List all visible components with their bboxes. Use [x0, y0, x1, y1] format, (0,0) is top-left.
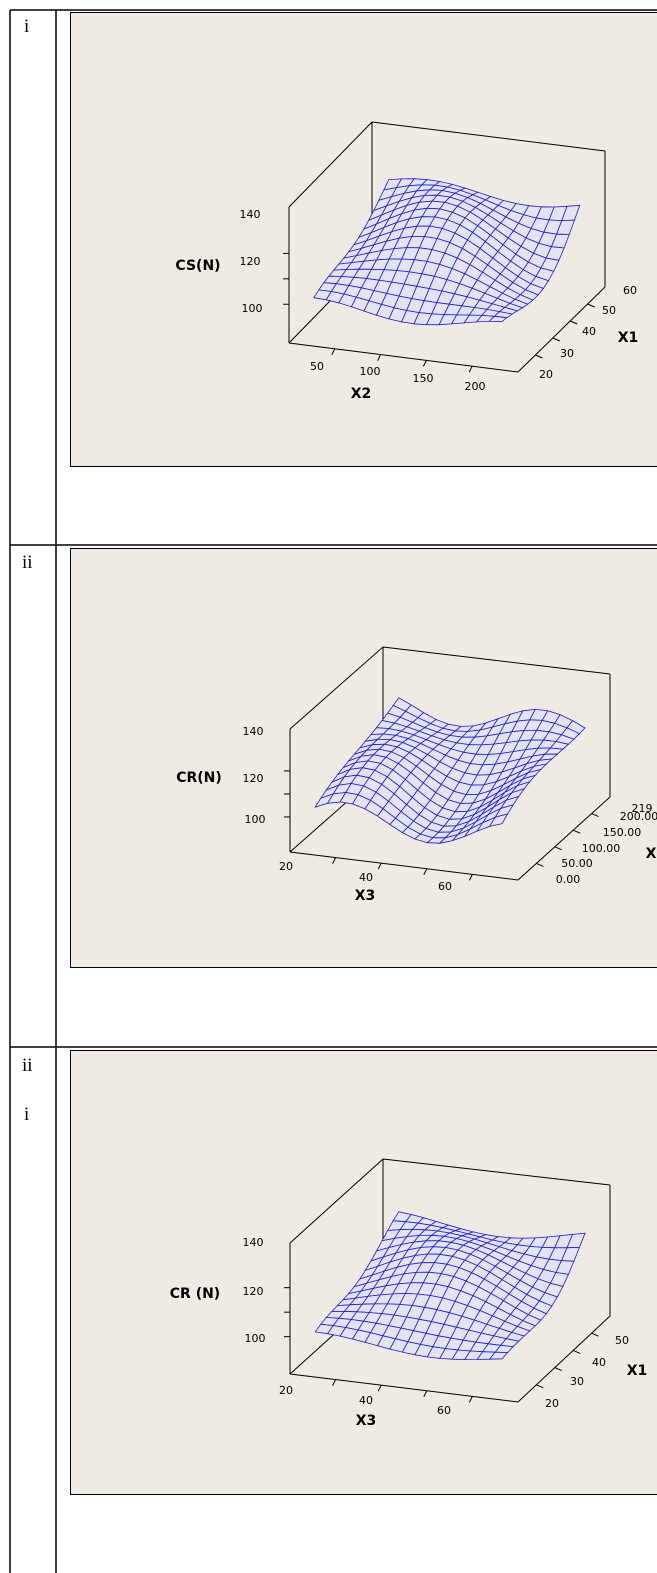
- floor-front-edge: [289, 851, 519, 881]
- axis-ticks: [283, 252, 595, 373]
- surface-mesh: [313, 178, 581, 326]
- surface-mesh: [314, 697, 586, 844]
- surface-cell: [488, 315, 508, 323]
- x-axis-title: X3: [355, 888, 376, 904]
- z-axis-title: CS(N): [175, 258, 220, 274]
- z-tick-label: 100: [245, 813, 266, 826]
- y-tick-label: 60: [623, 284, 637, 297]
- z-tick-label: 120: [243, 772, 264, 785]
- surface-chart-2: 140 120 100 CR(N) 20 40 60 X3 0.00 50.00…: [176, 646, 657, 904]
- axis-ticks: [284, 770, 599, 881]
- y-tick-label: 30: [570, 1375, 584, 1388]
- x-tick-label: 60: [438, 880, 452, 893]
- row-label-3b: i: [24, 1104, 29, 1125]
- y-tick: [591, 813, 599, 818]
- plot-panel-2: [70, 548, 657, 968]
- top-left-edge: [288, 121, 373, 208]
- y-tick-label: 219: [632, 802, 653, 815]
- x-tick: [423, 1390, 428, 1398]
- floor-right-edge: [517, 286, 606, 373]
- y-tick-label: 200.00: [620, 810, 657, 823]
- surface-cell: [488, 1351, 509, 1360]
- z-tick-label: 120: [240, 255, 261, 268]
- y-tick: [554, 1367, 562, 1372]
- row-label-3a: ii: [22, 1055, 33, 1076]
- x-tick-label: 40: [359, 1394, 373, 1407]
- top-back-edge: [371, 121, 606, 152]
- floor-right-edge: [517, 1315, 611, 1403]
- top-left-edge: [289, 646, 384, 730]
- x-axis-title: X2: [351, 386, 372, 402]
- x-axis-title: X3: [356, 1413, 377, 1429]
- z-tick-label: 100: [242, 302, 263, 315]
- x-tick: [377, 354, 382, 361]
- x-tick: [332, 1379, 337, 1386]
- x-tick-label: 150: [413, 372, 434, 385]
- surface-chart-1: 140 120 100 CS(N) 50 100 150 200 X2 20 3…: [175, 121, 639, 402]
- x-tick: [332, 857, 337, 864]
- y-axis-title: X1: [618, 330, 639, 346]
- x-tick-label: 200: [465, 380, 486, 393]
- z-tick-label: 120: [243, 1285, 264, 1298]
- surface-chart-3: 140 120 100 CR (N) 20 40 60 X3 20 30 40 …: [170, 1158, 648, 1429]
- y-tick-label: 30: [560, 347, 574, 360]
- y-tick-label: 50.00: [561, 857, 593, 870]
- y-tick: [552, 337, 560, 342]
- y-tick: [536, 1384, 544, 1389]
- z-tick-label: 140: [243, 725, 264, 738]
- z-tick-label: 140: [243, 1236, 264, 1249]
- floor-front-edge: [289, 1373, 519, 1403]
- axis-ticks: [284, 1287, 599, 1403]
- top-back-edge: [382, 646, 611, 675]
- y-tick-label: 0.00: [556, 873, 581, 886]
- y-tick: [573, 1349, 581, 1354]
- y-axis-title: X1: [627, 1363, 648, 1379]
- y-tick: [536, 862, 544, 867]
- y-tick-label: 40: [582, 325, 596, 338]
- y-tick-label: 150.00: [603, 826, 642, 839]
- x-tick-label: 20: [279, 860, 293, 873]
- floor-right-edge: [517, 796, 611, 881]
- z-tick-label: 100: [245, 1332, 266, 1345]
- surface-cell: [488, 813, 509, 827]
- y-tick: [554, 846, 562, 851]
- x-tick-label: 50: [310, 360, 324, 373]
- x-tick: [377, 1384, 382, 1392]
- row-label-2: ii: [22, 552, 33, 573]
- z-axis-title: CR (N): [170, 1286, 220, 1302]
- table-grid: [9, 9, 657, 1573]
- x-tick-label: 60: [437, 1404, 451, 1417]
- y-tick-label: 20: [545, 1397, 559, 1410]
- y-tick: [570, 320, 578, 325]
- x-tick: [331, 348, 336, 356]
- y-tick-label: 50: [602, 304, 616, 317]
- y-tick-label: 50: [615, 1334, 629, 1347]
- y-tick: [591, 1332, 599, 1337]
- x-tick: [377, 862, 382, 870]
- top-back-edge: [382, 1158, 611, 1186]
- row-label-1: i: [24, 16, 29, 37]
- y-tick: [587, 303, 595, 308]
- y-tick-label: 40: [592, 1356, 606, 1369]
- x-tick-label: 40: [359, 871, 373, 884]
- z-tick-label: 140: [240, 208, 261, 221]
- x-tick: [423, 868, 428, 876]
- x-tick: [422, 360, 427, 367]
- x-tick: [468, 365, 473, 373]
- top-left-edge: [289, 1158, 384, 1244]
- z-axis-title: CR(N): [176, 770, 222, 786]
- y-tick: [535, 354, 543, 359]
- surface-mesh: [314, 1211, 586, 1361]
- y-tick: [573, 829, 581, 834]
- floor-front-edge: [288, 342, 519, 373]
- y-tick-label: 100.00: [582, 842, 621, 855]
- x-tick-label: 100: [360, 365, 381, 378]
- y-axis-title: X: [646, 846, 657, 862]
- y-tick-label: 20: [539, 368, 553, 381]
- x-tick-label: 20: [279, 1384, 293, 1397]
- x-tick: [468, 874, 473, 881]
- x-tick: [468, 1396, 473, 1403]
